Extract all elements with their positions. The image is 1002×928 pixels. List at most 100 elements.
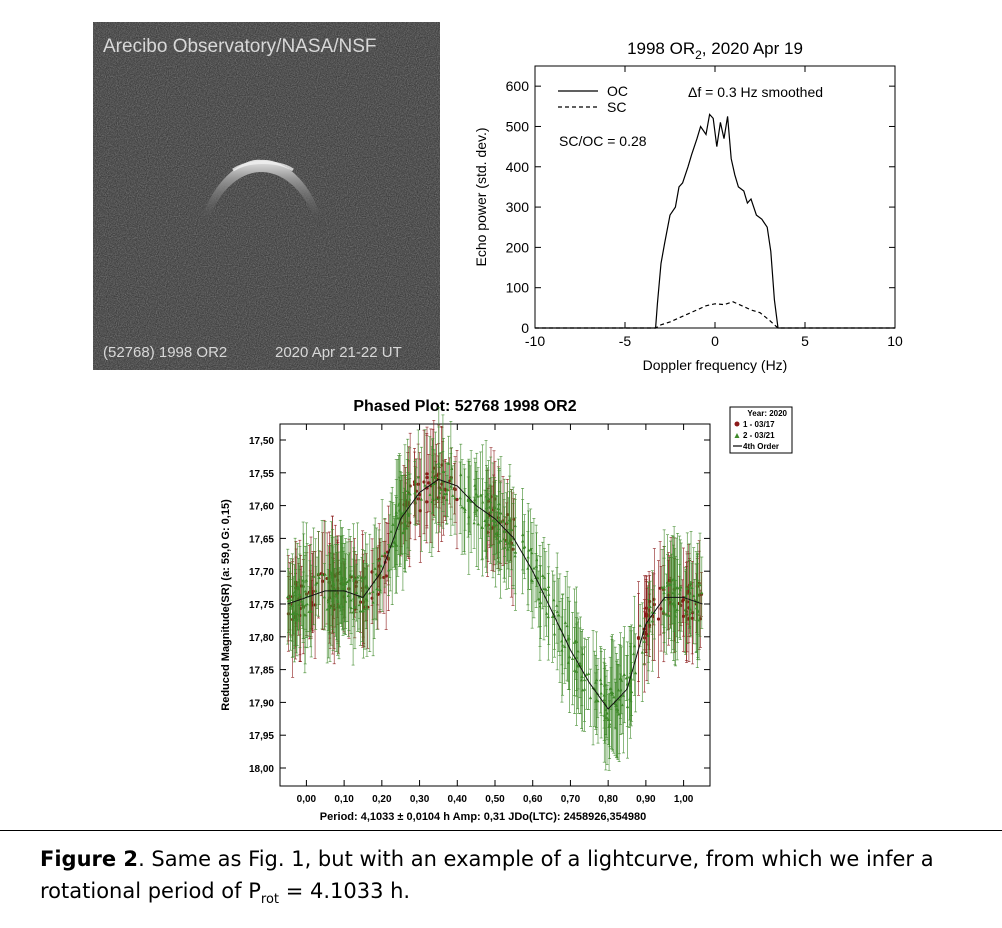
data-point-session2 bbox=[508, 518, 512, 522]
data-point-session1 bbox=[681, 614, 686, 618]
data-point-session2 bbox=[693, 598, 697, 602]
data-point-session2 bbox=[383, 551, 387, 555]
data-point-session2 bbox=[555, 609, 559, 613]
data-point-session2 bbox=[513, 524, 517, 528]
data-point-session2 bbox=[419, 497, 424, 501]
data-point-session2 bbox=[632, 644, 636, 648]
data-point-session2 bbox=[538, 604, 542, 608]
legend-session1-marker bbox=[734, 421, 740, 427]
data-point-session2 bbox=[288, 605, 293, 609]
caption-divider bbox=[0, 830, 1002, 831]
data-point-session2 bbox=[459, 473, 463, 477]
data-point-session2 bbox=[567, 655, 572, 659]
data-point-session2 bbox=[664, 612, 668, 616]
data-point-session2 bbox=[506, 547, 510, 551]
lc-xtick-label: 0,50 bbox=[485, 794, 505, 805]
data-point-session2 bbox=[309, 609, 313, 613]
fit-curve-4th-order bbox=[287, 478, 703, 710]
data-point-session2 bbox=[331, 581, 336, 585]
data-point-session2 bbox=[402, 526, 406, 530]
lc-ytick-label: 17,65 bbox=[249, 534, 274, 545]
lightcurve-title: Phased Plot: 52768 1998 OR2 bbox=[353, 398, 576, 415]
data-point-session2 bbox=[380, 553, 384, 557]
data-point-session2 bbox=[532, 566, 536, 570]
data-point-session2 bbox=[469, 499, 473, 503]
lightcurve-chart: Phased Plot: 52768 1998 OR2 17,50 17,55 17… bbox=[215, 390, 815, 830]
data-point-session2 bbox=[529, 547, 533, 551]
data-point-session2 bbox=[416, 475, 420, 479]
data-point-session2 bbox=[586, 672, 591, 676]
lc-xtick-label: 0,30 bbox=[410, 794, 430, 805]
data-point-session2 bbox=[594, 698, 599, 702]
data-point-session2 bbox=[445, 488, 450, 492]
data-point-session2 bbox=[480, 525, 484, 529]
data-point-session2 bbox=[334, 592, 338, 596]
data-point-session2 bbox=[472, 521, 476, 525]
data-point-session2 bbox=[301, 605, 305, 609]
data-point-session1 bbox=[656, 617, 661, 621]
data-point-session2 bbox=[690, 586, 694, 590]
data-point-session2 bbox=[642, 639, 646, 643]
caption-label: Figure 2 bbox=[40, 847, 139, 871]
data-point-session2 bbox=[617, 712, 621, 716]
data-point-session2 bbox=[363, 607, 367, 611]
data-point-session2 bbox=[314, 582, 318, 586]
data-point-session2 bbox=[497, 540, 501, 544]
data-point-session1 bbox=[425, 475, 429, 480]
data-point-session2 bbox=[348, 573, 353, 577]
data-point-session2 bbox=[327, 603, 332, 607]
data-point-session2 bbox=[570, 657, 575, 661]
data-point-session2 bbox=[368, 591, 372, 595]
data-point-session2 bbox=[463, 507, 467, 511]
data-point-session2 bbox=[353, 605, 357, 609]
data-point-session1 bbox=[636, 636, 641, 641]
data-point-session2 bbox=[379, 564, 383, 568]
data-point-session2 bbox=[650, 619, 654, 623]
doppler-ytick-label: 300 bbox=[506, 199, 530, 215]
legend-fit-label: 4th Order bbox=[743, 442, 779, 451]
data-point-session2 bbox=[441, 469, 445, 473]
lc-xtick-label: 0,70 bbox=[561, 794, 581, 805]
data-point-session2 bbox=[345, 580, 349, 584]
data-point-session2 bbox=[404, 526, 409, 530]
data-point-session2 bbox=[286, 595, 290, 599]
data-point-session2 bbox=[572, 668, 577, 672]
data-point-session2 bbox=[576, 649, 580, 653]
data-point-session2 bbox=[443, 492, 447, 496]
data-point-session2 bbox=[550, 615, 555, 619]
data-point-session2 bbox=[373, 566, 377, 570]
data-point-session2 bbox=[602, 693, 606, 697]
legend-session2-marker bbox=[734, 433, 740, 438]
radar-echo-image bbox=[93, 22, 440, 370]
data-point-session2 bbox=[451, 493, 455, 497]
lc-ytick-label: 17,50 bbox=[249, 436, 274, 447]
data-point-session2 bbox=[486, 515, 490, 519]
lightcurve-footer: Period: 4,1033 ± 0,0104 h Amp: 0,31 JDo(… bbox=[320, 811, 646, 823]
data-point-session2 bbox=[563, 620, 567, 624]
data-point-session2 bbox=[523, 545, 527, 549]
data-point-session2 bbox=[541, 573, 545, 577]
data-point-session2 bbox=[342, 586, 346, 590]
data-point-session2 bbox=[305, 594, 309, 598]
data-point-session2 bbox=[430, 499, 434, 503]
data-point-session2 bbox=[602, 683, 607, 687]
doppler-xtick-label: 0 bbox=[711, 333, 719, 349]
doppler-ytick-label: 200 bbox=[506, 239, 530, 255]
data-point-session2 bbox=[696, 608, 700, 612]
data-point-session2 bbox=[428, 492, 432, 496]
data-point-session2 bbox=[330, 574, 334, 578]
doppler-plot-frame bbox=[534, 65, 896, 329]
data-point-session2 bbox=[580, 652, 585, 656]
doppler-ylabel: Echo power (std. dev.) bbox=[473, 127, 489, 266]
data-point-session2 bbox=[430, 475, 434, 479]
doppler-series-sc bbox=[535, 301, 895, 329]
doppler-smoothing-note: Δf = 0.3 Hz smoothed bbox=[688, 84, 823, 100]
data-point-session2 bbox=[665, 583, 670, 587]
doppler-ytick-label: 600 bbox=[506, 78, 530, 94]
lc-ytick-label: 17,60 bbox=[249, 502, 274, 513]
data-point-session2 bbox=[292, 611, 296, 615]
data-point-session2 bbox=[291, 615, 295, 619]
data-point-session2 bbox=[303, 613, 307, 617]
data-point-session2 bbox=[607, 724, 612, 728]
data-point-session2 bbox=[363, 575, 367, 579]
